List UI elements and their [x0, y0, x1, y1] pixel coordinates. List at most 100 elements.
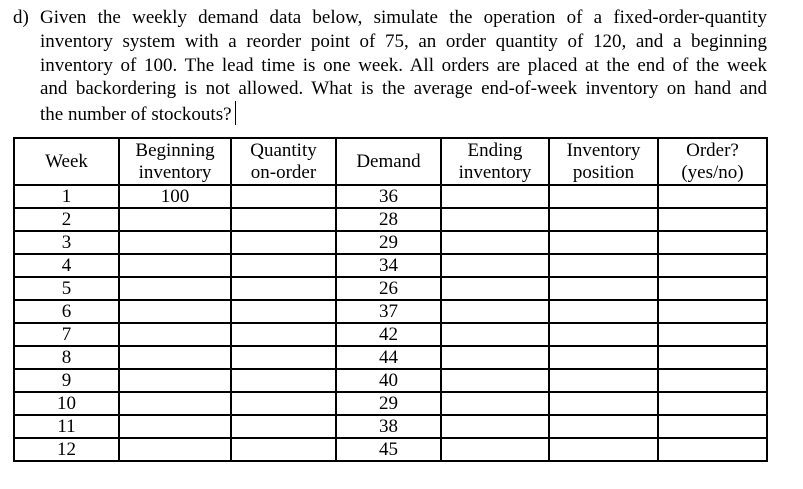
problem-text[interactable]: Given the weekly demand data below, simu…	[40, 6, 767, 127]
cell-ending-inventory[interactable]	[440, 253, 550, 278]
cell-week: 11	[13, 414, 120, 439]
header-order: Order? (yes/no)	[657, 137, 768, 186]
table-header-row: Week Beginning inventory Quantity on-ord…	[13, 137, 768, 186]
cell-beginning-inventory[interactable]	[118, 322, 232, 347]
cell-beginning-inventory: 100	[118, 184, 232, 209]
cell-order[interactable]	[657, 391, 768, 416]
item-label: d)	[13, 7, 29, 28]
cell-beginning-inventory[interactable]	[118, 437, 232, 462]
cell-beginning-inventory[interactable]	[118, 345, 232, 370]
table-row: 6 37	[13, 299, 768, 324]
cell-quantity-on-order[interactable]	[230, 322, 337, 347]
cell-inventory-position[interactable]	[548, 368, 659, 393]
cell-inventory-position[interactable]	[548, 276, 659, 301]
cell-ending-inventory[interactable]	[440, 230, 550, 255]
cell-demand: 38	[335, 414, 442, 439]
cell-order[interactable]	[657, 437, 768, 462]
cell-quantity-on-order[interactable]	[230, 414, 337, 439]
cell-ending-inventory[interactable]	[440, 299, 550, 324]
header-inventory-position: Inventory position	[548, 137, 659, 186]
cell-inventory-position[interactable]	[548, 437, 659, 462]
cell-beginning-inventory[interactable]	[118, 368, 232, 393]
cell-demand: 34	[335, 253, 442, 278]
cell-inventory-position[interactable]	[548, 345, 659, 370]
table-row: 1 100 36	[13, 184, 768, 209]
cell-order[interactable]	[657, 414, 768, 439]
cell-ending-inventory[interactable]	[440, 437, 550, 462]
cell-demand: 45	[335, 437, 442, 462]
cell-week: 4	[13, 253, 120, 278]
cell-quantity-on-order[interactable]	[230, 276, 337, 301]
header-week: Week	[13, 137, 120, 186]
table-row: 2 28	[13, 207, 768, 232]
cell-quantity-on-order[interactable]	[230, 391, 337, 416]
problem-text-line: and backordering is not allowed. What is…	[40, 78, 767, 100]
problem-text-line: inventory of 100. The lead time is one w…	[40, 54, 767, 76]
header-ending-inventory: Ending inventory	[440, 137, 550, 186]
cell-beginning-inventory[interactable]	[118, 276, 232, 301]
cell-ending-inventory[interactable]	[440, 391, 550, 416]
cell-ending-inventory[interactable]	[440, 184, 550, 209]
cell-ending-inventory[interactable]	[440, 414, 550, 439]
cell-quantity-on-order[interactable]	[230, 299, 337, 324]
problem-text-last-line: the number of stockouts?	[40, 104, 232, 126]
cell-quantity-on-order[interactable]	[230, 345, 337, 370]
cell-quantity-on-order[interactable]	[230, 230, 337, 255]
cell-week: 5	[13, 276, 120, 301]
cell-ending-inventory[interactable]	[440, 345, 550, 370]
problem-statement: d) Given the weekly demand data below, s…	[13, 6, 769, 127]
cell-week: 9	[13, 368, 120, 393]
cell-order[interactable]	[657, 345, 768, 370]
cell-order[interactable]	[657, 368, 768, 393]
cell-order[interactable]	[657, 230, 768, 255]
cell-beginning-inventory[interactable]	[118, 207, 232, 232]
table-row: 9 40	[13, 368, 768, 393]
table-row: 8 44	[13, 345, 768, 370]
cell-quantity-on-order[interactable]	[230, 184, 337, 209]
table-row: 12 45	[13, 437, 768, 462]
cell-inventory-position[interactable]	[548, 414, 659, 439]
problem-text-line: Given the weekly demand data below, simu…	[40, 7, 767, 28]
cell-beginning-inventory[interactable]	[118, 414, 232, 439]
cell-inventory-position[interactable]	[548, 207, 659, 232]
cell-order[interactable]	[657, 253, 768, 278]
cell-quantity-on-order[interactable]	[230, 437, 337, 462]
header-quantity-on-order: Quantity on-order	[230, 137, 337, 186]
cell-order[interactable]	[657, 207, 768, 232]
cell-ending-inventory[interactable]	[440, 322, 550, 347]
cell-quantity-on-order[interactable]	[230, 207, 337, 232]
header-demand: Demand	[335, 137, 442, 186]
cell-order[interactable]	[657, 184, 768, 209]
cell-beginning-inventory[interactable]	[118, 253, 232, 278]
cell-demand: 44	[335, 345, 442, 370]
cell-inventory-position[interactable]	[548, 230, 659, 255]
cell-week: 7	[13, 322, 120, 347]
table-row: 10 29	[13, 391, 768, 416]
cell-week: 2	[13, 207, 120, 232]
cell-quantity-on-order[interactable]	[230, 368, 337, 393]
cell-order[interactable]	[657, 322, 768, 347]
cell-quantity-on-order[interactable]	[230, 253, 337, 278]
cell-ending-inventory[interactable]	[440, 276, 550, 301]
table-row: 5 26	[13, 276, 768, 301]
cell-inventory-position[interactable]	[548, 322, 659, 347]
cell-ending-inventory[interactable]	[440, 368, 550, 393]
cell-inventory-position[interactable]	[548, 253, 659, 278]
cell-week: 12	[13, 437, 120, 462]
cell-demand: 28	[335, 207, 442, 232]
cell-ending-inventory[interactable]	[440, 207, 550, 232]
cell-order[interactable]	[657, 299, 768, 324]
table-row: 3 29	[13, 230, 768, 255]
cell-inventory-position[interactable]	[548, 184, 659, 209]
cell-beginning-inventory[interactable]	[118, 299, 232, 324]
problem-text-line: the number of stockouts?	[40, 101, 767, 127]
cell-inventory-position[interactable]	[548, 391, 659, 416]
cell-order[interactable]	[657, 276, 768, 301]
problem-text-line: inventory system with a reorder point of…	[40, 30, 767, 52]
cell-beginning-inventory[interactable]	[118, 391, 232, 416]
cell-demand: 37	[335, 299, 442, 324]
cell-inventory-position[interactable]	[548, 299, 659, 324]
cell-demand: 40	[335, 368, 442, 393]
cell-beginning-inventory[interactable]	[118, 230, 232, 255]
